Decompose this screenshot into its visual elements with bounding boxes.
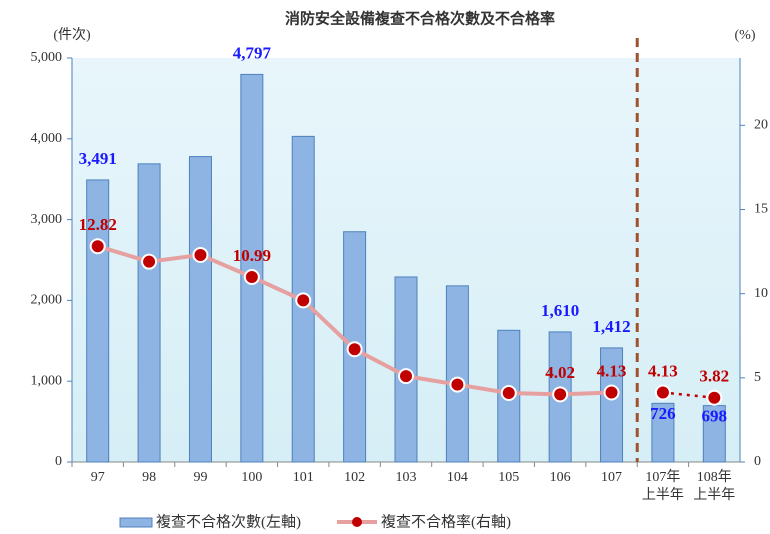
value-label: 4.02 xyxy=(545,363,575,382)
bar xyxy=(240,73,264,463)
y-tick-label: 4,000 xyxy=(31,131,63,146)
value-label: 12.82 xyxy=(79,215,117,234)
legend-swatch xyxy=(119,517,153,528)
y2-tick-label: 0 xyxy=(754,454,761,469)
bar xyxy=(188,156,212,463)
bar xyxy=(600,347,624,463)
value-label: 4,797 xyxy=(233,43,272,62)
line-marker xyxy=(295,292,312,309)
value-label: 3.82 xyxy=(699,367,729,386)
y-tick-label: 2,000 xyxy=(31,293,63,308)
bar xyxy=(651,402,675,463)
legend-label: 複查不合格率(右軸) xyxy=(381,513,511,530)
y-tick-label: 3,000 xyxy=(31,212,63,227)
y2-axis-label: (%) xyxy=(735,28,756,43)
line-marker xyxy=(449,376,466,393)
y2-tick-label: 10 xyxy=(754,286,768,301)
chart-title: 消防安全設備複查不合格次數及不合格率 xyxy=(285,9,555,27)
line-marker xyxy=(654,384,671,401)
value-label: 4.13 xyxy=(648,361,678,380)
x-tick-label: 97 xyxy=(91,470,105,485)
value-label: 726 xyxy=(650,404,676,423)
y-axis-label: (件次) xyxy=(53,27,91,43)
line-marker xyxy=(346,341,363,358)
x-tick-label: 99 xyxy=(193,470,207,485)
x-tick-label: 102 xyxy=(344,470,365,485)
line-marker xyxy=(706,389,723,406)
y2-tick-label: 20 xyxy=(754,118,768,133)
y-tick-label: 0 xyxy=(55,454,62,469)
value-label: 698 xyxy=(702,407,728,426)
x-tick-label: 98 xyxy=(142,470,156,485)
value-label: 1,610 xyxy=(541,301,579,320)
x-tick-label: 107年上半年 xyxy=(642,469,684,503)
x-tick-label: 106 xyxy=(550,470,571,485)
line-marker xyxy=(243,269,260,286)
y-tick-label: 1,000 xyxy=(31,373,63,388)
y2-tick-label: 15 xyxy=(754,202,768,217)
legend-marker xyxy=(352,517,362,527)
bar xyxy=(445,285,469,463)
y-tick-label: 5,000 xyxy=(31,50,63,65)
x-tick-label: 101 xyxy=(293,470,314,485)
x-tick-label: 103 xyxy=(396,470,417,485)
legend-label: 複查不合格次數(左軸) xyxy=(156,513,301,530)
line xyxy=(662,391,715,399)
line-marker xyxy=(552,386,569,403)
x-tick-label: 104 xyxy=(447,470,468,485)
value-label: 10.99 xyxy=(233,246,271,265)
x-tick-label: 100 xyxy=(241,470,262,485)
line-marker xyxy=(603,384,620,401)
value-label: 3,491 xyxy=(79,149,117,168)
x-tick-label: 108年上半年 xyxy=(693,469,735,503)
line-marker xyxy=(141,253,158,270)
bar xyxy=(137,163,161,463)
value-label: 1,412 xyxy=(592,317,630,336)
x-tick-label: 107 xyxy=(601,470,622,485)
line-marker xyxy=(398,368,414,385)
line-marker xyxy=(192,246,209,263)
y2-tick-label: 5 xyxy=(754,370,761,385)
line-marker xyxy=(89,238,106,255)
line-marker xyxy=(500,384,517,401)
x-tick-label: 105 xyxy=(498,470,519,485)
value-label: 4.13 xyxy=(597,361,627,380)
